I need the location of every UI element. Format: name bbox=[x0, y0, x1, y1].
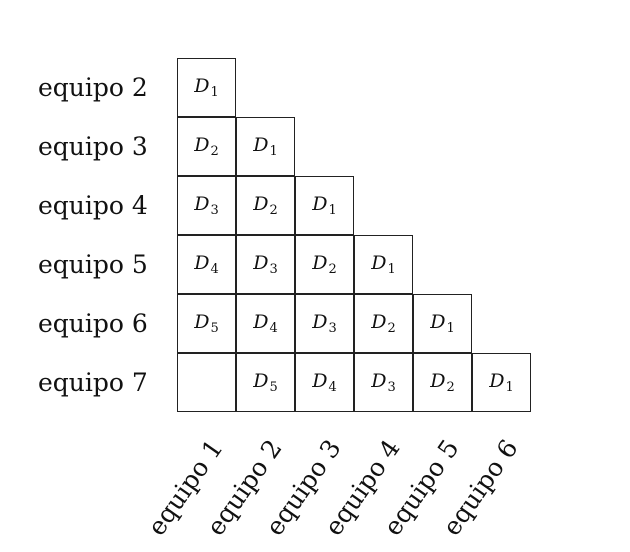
cell-value: D1 bbox=[312, 193, 337, 218]
row-label: equipo 6 bbox=[38, 309, 148, 338]
matrix-cell: D3 bbox=[295, 294, 354, 353]
cell-value: D5 bbox=[253, 370, 278, 395]
cell-value: D2 bbox=[312, 252, 337, 277]
matrix-cell: D4 bbox=[295, 353, 354, 412]
matrix-cell: D1 bbox=[236, 117, 295, 176]
matrix-cell: D4 bbox=[177, 235, 236, 294]
matrix-cell: D4 bbox=[236, 294, 295, 353]
row-label: equipo 4 bbox=[38, 191, 148, 220]
matrix-cell: D1 bbox=[354, 235, 413, 294]
cell-value: D1 bbox=[194, 75, 219, 100]
row-label: equipo 3 bbox=[38, 132, 148, 161]
matrix-cell: D3 bbox=[177, 176, 236, 235]
row-label: equipo 5 bbox=[38, 250, 148, 279]
matrix-cell: D2 bbox=[295, 235, 354, 294]
cell-value: D3 bbox=[253, 252, 278, 277]
matrix-cell: D3 bbox=[236, 235, 295, 294]
matrix-cell: D2 bbox=[354, 294, 413, 353]
matrix-cell bbox=[177, 353, 236, 412]
cell-value: D1 bbox=[371, 252, 396, 277]
cell-value: D1 bbox=[430, 311, 455, 336]
matrix-cell: D1 bbox=[295, 176, 354, 235]
cell-value: D3 bbox=[312, 311, 337, 336]
matrix-cell: D2 bbox=[177, 117, 236, 176]
cell-value: D2 bbox=[430, 370, 455, 395]
cell-value: D1 bbox=[253, 134, 278, 159]
row-label: equipo 7 bbox=[38, 368, 148, 397]
cell-value: D4 bbox=[194, 252, 219, 277]
cell-value: D3 bbox=[194, 193, 219, 218]
cell-value: D5 bbox=[194, 311, 219, 336]
cell-value: D2 bbox=[194, 134, 219, 159]
row-label: equipo 2 bbox=[38, 73, 148, 102]
cell-value: D2 bbox=[371, 311, 396, 336]
matrix-cell: D5 bbox=[236, 353, 295, 412]
cell-value: D4 bbox=[312, 370, 337, 395]
matrix-cell: D1 bbox=[413, 294, 472, 353]
cell-value: D3 bbox=[371, 370, 396, 395]
cell-value: D2 bbox=[253, 193, 278, 218]
cell-value: D4 bbox=[253, 311, 278, 336]
matrix-cell: D2 bbox=[413, 353, 472, 412]
matrix-cell: D1 bbox=[472, 353, 531, 412]
matrix-cell: D3 bbox=[354, 353, 413, 412]
matrix-cell: D5 bbox=[177, 294, 236, 353]
matrix-cell: D1 bbox=[177, 58, 236, 117]
matrix-cell: D2 bbox=[236, 176, 295, 235]
cell-value: D1 bbox=[489, 370, 514, 395]
